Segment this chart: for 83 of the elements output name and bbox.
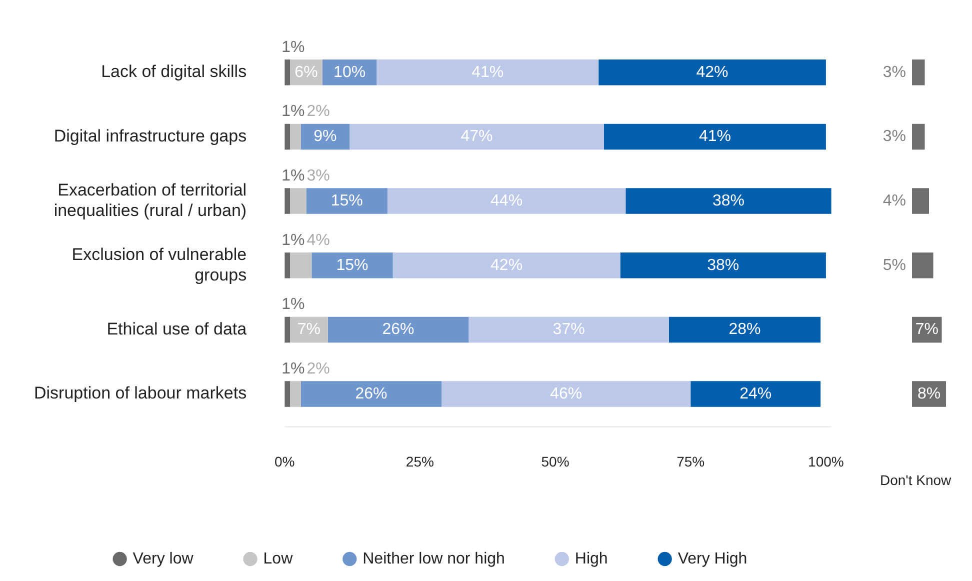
y-tick-label: Exacerbation of territorial inequalities (rural / urban) [54,180,247,220]
data-label: 7% [297,321,321,338]
data-label: 42% [696,64,728,81]
bar [328,316,469,343]
bar [442,381,691,407]
data-label: 3% [306,168,330,185]
x-axis-title: Don't Know [880,472,952,488]
data-label: 1% [282,168,305,185]
data-label: 5% [882,256,906,274]
bar [912,252,934,278]
bar [912,124,925,150]
bar [312,252,393,278]
data-label: 28% [728,321,761,338]
bar [598,60,826,86]
data-label: 37% [552,321,585,338]
data-label: 47% [460,128,493,146]
legend-label: Very High [678,550,748,568]
data-label: 6% [294,64,318,81]
legend-label: High [574,550,608,568]
bar [290,188,306,214]
bar [284,252,290,278]
legend-label: Very low [132,550,194,568]
bar [350,124,604,150]
x-tick-label: 0% [274,453,295,470]
x-tick-label: 50% [541,453,570,470]
bar [668,316,821,343]
bar [626,188,832,214]
bar [376,60,599,86]
bar [290,252,312,278]
legend-label: Low [263,550,294,568]
y-tick-label: Disruption of labour markets [34,384,247,403]
data-label: 15% [330,192,363,210]
bar [284,188,290,214]
bar [284,381,290,407]
bar [284,60,290,86]
bar [392,252,620,278]
bar [306,188,388,214]
bar [690,381,821,407]
data-label: 4% [882,192,906,210]
data-label: 42% [490,256,523,274]
y-tick-label: Exclusion of vulnerable groups [72,244,247,284]
data-label: 38% [712,192,745,210]
x-tick-label: 25% [406,453,434,470]
data-label: 7% [915,321,938,338]
data-label: 10% [334,64,366,81]
data-label: 1% [282,360,305,378]
data-label: 24% [740,385,772,402]
data-label: 2% [306,360,330,378]
bar [912,188,929,214]
bar [468,316,669,343]
data-label: 41% [472,64,504,81]
data-label: 1% [282,103,305,120]
data-label: 8% [917,385,941,402]
data-label: 44% [490,192,523,210]
data-label: 46% [550,385,582,402]
bar [387,188,626,214]
data-label: 1% [282,38,305,56]
data-label: 3% [882,64,906,81]
bar [912,60,925,86]
data-label: 3% [882,128,906,146]
x-tick-label: 75% [676,453,705,470]
data-label: 26% [355,385,388,402]
bar [284,316,290,343]
data-label: 41% [698,128,731,146]
data-label: 4% [306,232,330,249]
data-label: 9% [314,128,337,146]
y-tick-label: Digital infrastructure gaps [54,126,247,146]
data-label: 1% [282,232,305,249]
y-tick-label: Ethical use of data [106,319,248,338]
bar [284,124,290,150]
bar [300,381,442,407]
data-label: 15% [336,256,368,274]
data-label: 38% [707,256,740,274]
data-label: 26% [382,321,414,338]
data-label: 2% [306,103,330,120]
bar [290,124,301,150]
bar [290,381,301,407]
bar [604,124,826,150]
bar [620,252,826,278]
data-label: 1% [282,296,305,314]
legend-label: Neither low nor high [362,550,505,568]
x-tick-label: 100% [808,453,844,470]
y-tick-label: Lack of digital skills [101,62,247,82]
